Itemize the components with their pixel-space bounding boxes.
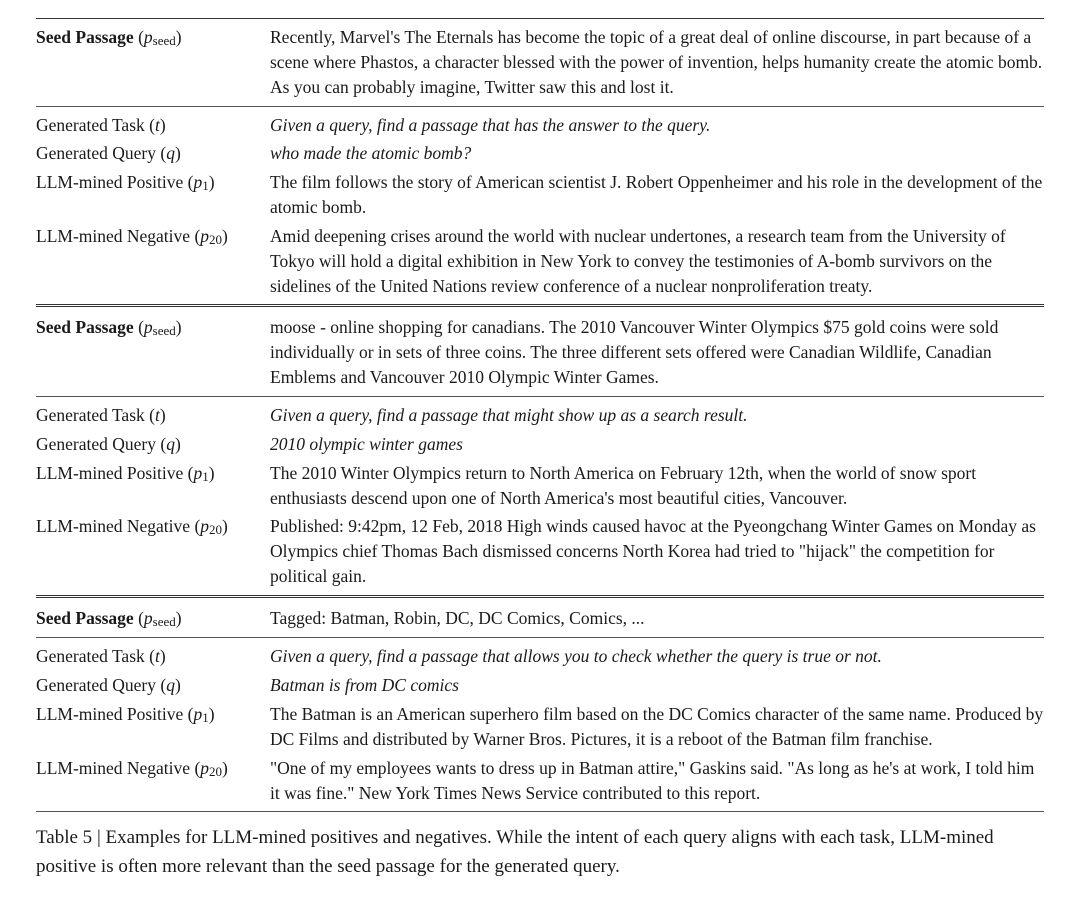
- table-row: Generated Query (q) 2010 olympic winter …: [36, 430, 1044, 459]
- label-text: Seed Passage: [36, 27, 134, 47]
- sym-t: t: [155, 646, 160, 666]
- table-row: Seed Passage (pseed) Tagged: Batman, Rob…: [36, 596, 1044, 637]
- sym-seed: seed: [153, 323, 176, 338]
- label-text: Generated Task: [36, 646, 145, 666]
- sym-p1: 1: [202, 178, 209, 193]
- label-text: LLM-mined Positive: [36, 172, 183, 192]
- sym-p: p: [193, 704, 202, 724]
- table-row: LLM-mined Positive (p1) The Batman is an…: [36, 700, 1044, 754]
- page-wrap: Seed Passage (pseed) Recently, Marvel's …: [0, 0, 1080, 905]
- pos-value: The Batman is an American superhero film…: [268, 700, 1044, 754]
- label-text: Generated Task: [36, 115, 145, 135]
- task-label: Generated Task (t): [36, 106, 268, 139]
- table-row: Generated Task (t) Given a query, find a…: [36, 106, 1044, 139]
- task-value: Given a query, find a passage that might…: [268, 396, 1044, 429]
- pos-label: LLM-mined Positive (p1): [36, 459, 268, 513]
- pos-value: The 2010 Winter Olympics return to North…: [268, 459, 1044, 513]
- query-value: Batman is from DC comics: [268, 671, 1044, 700]
- neg-value: Published: 9:42pm, 12 Feb, 2018 High win…: [268, 512, 1044, 596]
- label-text: LLM-mined Negative: [36, 226, 190, 246]
- seed-label: Seed Passage (pseed): [36, 19, 268, 107]
- seed-value: moose - online shopping for canadians. T…: [268, 306, 1044, 397]
- caption-tag: Table 5: [36, 827, 92, 848]
- sym-p: p: [144, 27, 153, 47]
- label-text: Seed Passage: [36, 317, 134, 337]
- table-row: LLM-mined Negative (p20) "One of my empl…: [36, 754, 1044, 812]
- sym-p1: 1: [202, 710, 209, 725]
- query-label: Generated Query (q): [36, 430, 268, 459]
- sym-p: p: [193, 172, 202, 192]
- sym-t: t: [155, 115, 160, 135]
- pos-value: The film follows the story of American s…: [268, 168, 1044, 222]
- pos-label: LLM-mined Positive (p1): [36, 700, 268, 754]
- label-text: Generated Query: [36, 675, 156, 695]
- neg-value: Amid deepening crises around the world w…: [268, 222, 1044, 306]
- sym-p: p: [200, 758, 209, 778]
- seed-value: Recently, Marvel's The Eternals has beco…: [268, 19, 1044, 107]
- task-value: Given a query, find a passage that has t…: [268, 106, 1044, 139]
- label-text: LLM-mined Positive: [36, 704, 183, 724]
- label-text: LLM-mined Negative: [36, 516, 190, 536]
- table-row: Seed Passage (pseed) moose - online shop…: [36, 306, 1044, 397]
- label-text: Seed Passage: [36, 608, 134, 628]
- table-row: Seed Passage (pseed) Recently, Marvel's …: [36, 19, 1044, 107]
- sym-p1: 1: [202, 469, 209, 484]
- label-text: Generated Task: [36, 405, 145, 425]
- table-row: Generated Task (t) Given a query, find a…: [36, 396, 1044, 429]
- sym-q: q: [166, 675, 175, 695]
- neg-label: LLM-mined Negative (p20): [36, 512, 268, 596]
- sym-p: p: [144, 608, 153, 628]
- sym-p20: 20: [209, 764, 222, 779]
- caption-sep: |: [92, 827, 105, 848]
- sym-p: p: [200, 226, 209, 246]
- sym-p20: 20: [209, 232, 222, 247]
- neg-value: "One of my employees wants to dress up i…: [268, 754, 1044, 812]
- label-text: LLM-mined Positive: [36, 463, 183, 483]
- seed-label: Seed Passage (pseed): [36, 596, 268, 637]
- table-row: Generated Query (q) who made the atomic …: [36, 139, 1044, 168]
- table-row: Generated Task (t) Given a query, find a…: [36, 638, 1044, 671]
- sym-seed: seed: [153, 33, 176, 48]
- examples-table: Seed Passage (pseed) Recently, Marvel's …: [36, 18, 1044, 812]
- table-row: LLM-mined Positive (p1) The 2010 Winter …: [36, 459, 1044, 513]
- seed-label: Seed Passage (pseed): [36, 306, 268, 397]
- sym-q: q: [166, 143, 175, 163]
- seed-value: Tagged: Batman, Robin, DC, DC Comics, Co…: [268, 596, 1044, 637]
- sym-p20: 20: [209, 522, 222, 537]
- sym-p: p: [193, 463, 202, 483]
- table-row: LLM-mined Positive (p1) The film follows…: [36, 168, 1044, 222]
- caption-text: Examples for LLM-mined positives and neg…: [36, 827, 994, 876]
- pos-label: LLM-mined Positive (p1): [36, 168, 268, 222]
- sym-t: t: [155, 405, 160, 425]
- query-value: 2010 olympic winter games: [268, 430, 1044, 459]
- sym-p: p: [200, 516, 209, 536]
- task-label: Generated Task (t): [36, 638, 268, 671]
- sym-seed: seed: [153, 614, 176, 629]
- label-text: Generated Query: [36, 143, 156, 163]
- task-value: Given a query, find a passage that allow…: [268, 638, 1044, 671]
- neg-label: LLM-mined Negative (p20): [36, 754, 268, 812]
- table-row: LLM-mined Negative (p20) Published: 9:42…: [36, 512, 1044, 596]
- label-text: Generated Query: [36, 434, 156, 454]
- neg-label: LLM-mined Negative (p20): [36, 222, 268, 306]
- sym-q: q: [166, 434, 175, 454]
- table-caption: Table 5 | Examples for LLM-mined positiv…: [36, 824, 1044, 880]
- table-row: Generated Query (q) Batman is from DC co…: [36, 671, 1044, 700]
- table-row: LLM-mined Negative (p20) Amid deepening …: [36, 222, 1044, 306]
- query-label: Generated Query (q): [36, 139, 268, 168]
- query-label: Generated Query (q): [36, 671, 268, 700]
- sym-p: p: [144, 317, 153, 337]
- task-label: Generated Task (t): [36, 396, 268, 429]
- label-text: LLM-mined Negative: [36, 758, 190, 778]
- query-value: who made the atomic bomb?: [268, 139, 1044, 168]
